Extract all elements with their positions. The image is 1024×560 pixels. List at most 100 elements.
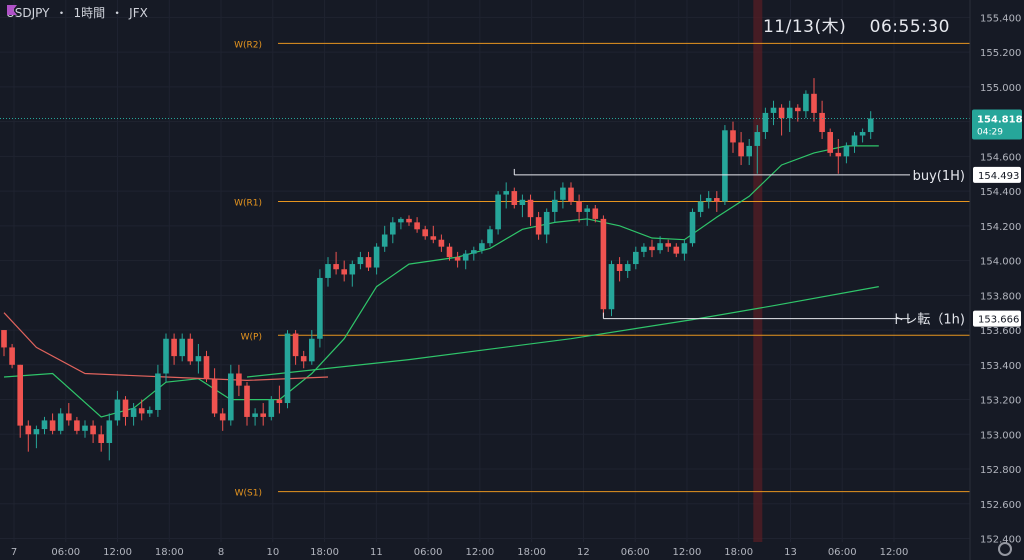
candle: [41, 416, 48, 435]
candle-body: [535, 217, 542, 235]
candle-body: [471, 250, 477, 254]
candle-body: [252, 413, 258, 417]
candle: [665, 239, 671, 252]
timeframe-label[interactable]: 1時間: [73, 6, 106, 20]
candle: [633, 246, 639, 270]
candle-body: [430, 236, 437, 240]
time-tick-label: 7: [11, 547, 17, 558]
candle-body: [41, 420, 48, 430]
candle-body: [795, 107, 801, 112]
flag-icon[interactable]: [7, 5, 166, 19]
candle: [398, 217, 404, 230]
candle-body: [770, 107, 777, 113]
candle-body: [673, 246, 680, 254]
candle-body: [373, 246, 380, 268]
candle-body: [633, 251, 639, 265]
candle-body: [276, 399, 283, 404]
candle: [762, 107, 769, 139]
candle: [859, 128, 866, 143]
candle-body: [25, 425, 32, 435]
candle-body: [778, 107, 785, 119]
candle: [219, 408, 226, 431]
time-tick-label: 12:00: [103, 547, 132, 558]
candle-body: [341, 269, 347, 275]
candle-body: [641, 246, 647, 252]
candle: [349, 260, 356, 287]
candle: [90, 420, 96, 443]
annotation-label: トレ転（1h): [891, 313, 965, 328]
price-tick-label: 153.600: [980, 326, 1021, 337]
candle: [495, 191, 501, 235]
time-tick-label: 18:00: [724, 547, 753, 558]
candle: [487, 225, 493, 247]
candle: [252, 408, 258, 426]
candle: [705, 191, 712, 209]
candle: [479, 239, 485, 254]
candle: [454, 251, 461, 268]
time-tick-label: 10: [266, 547, 279, 558]
last-price-text: 154.818: [977, 114, 1023, 125]
price-tick-label: 154.600: [980, 152, 1021, 163]
candle: [276, 385, 283, 414]
candle: [819, 100, 825, 139]
candle-body: [503, 191, 509, 195]
price-tick-label: 152.800: [980, 465, 1021, 476]
candle-body: [187, 338, 194, 362]
candle: [778, 104, 785, 136]
candle: [446, 243, 453, 261]
candle: [689, 208, 696, 247]
candle: [106, 413, 113, 461]
candle-body: [292, 333, 299, 357]
candle: [527, 194, 534, 226]
candle-body: [203, 356, 210, 379]
candle: [236, 364, 242, 397]
settings-gear-icon[interactable]: [998, 542, 1012, 556]
candle: [503, 182, 509, 209]
candle-body: [317, 277, 323, 339]
candle-body: [495, 194, 501, 230]
time-tick-label: 06:00: [414, 547, 443, 558]
candle-body: [827, 132, 833, 153]
candle-body: [9, 347, 15, 365]
candle: [333, 251, 339, 275]
time-tick-label: 12:00: [880, 547, 909, 558]
candle: [381, 225, 388, 252]
time-tick-label: 12:00: [465, 547, 494, 558]
candle-body: [568, 187, 574, 202]
candle-body: [414, 222, 420, 230]
candle: [25, 420, 32, 452]
pivot-level-label: W(R1): [234, 199, 262, 209]
candle: [560, 182, 566, 209]
candle-body: [552, 199, 558, 212]
candle-body: [705, 198, 712, 202]
candle: [568, 182, 574, 205]
candle-body: [584, 208, 590, 212]
candle: [130, 403, 137, 426]
candle: [641, 243, 647, 258]
candle-body: [114, 399, 121, 421]
candle-body: [98, 434, 104, 443]
candle: [867, 111, 874, 139]
candle-body: [82, 425, 88, 431]
candle: [114, 390, 121, 426]
candle-body: [446, 246, 453, 258]
candle-body: [527, 199, 534, 218]
candle-body: [543, 211, 550, 235]
candle-body: [219, 413, 226, 421]
price-tick-label: 153.800: [980, 291, 1021, 302]
symbol-label[interactable]: USDJPY: [6, 5, 50, 20]
candle-body: [803, 93, 809, 112]
time-tick-label: 18:00: [155, 547, 184, 558]
annotation-price-tag: [973, 166, 1021, 183]
candle-body: [390, 222, 396, 235]
candle: [471, 246, 477, 261]
candle-body: [722, 130, 728, 202]
candle-body: [576, 201, 582, 212]
candle-body: [284, 333, 291, 404]
candle-body: [681, 243, 688, 254]
candle: [284, 330, 291, 409]
price-tick-label: 152.600: [980, 500, 1021, 511]
candle-body: [454, 257, 461, 261]
